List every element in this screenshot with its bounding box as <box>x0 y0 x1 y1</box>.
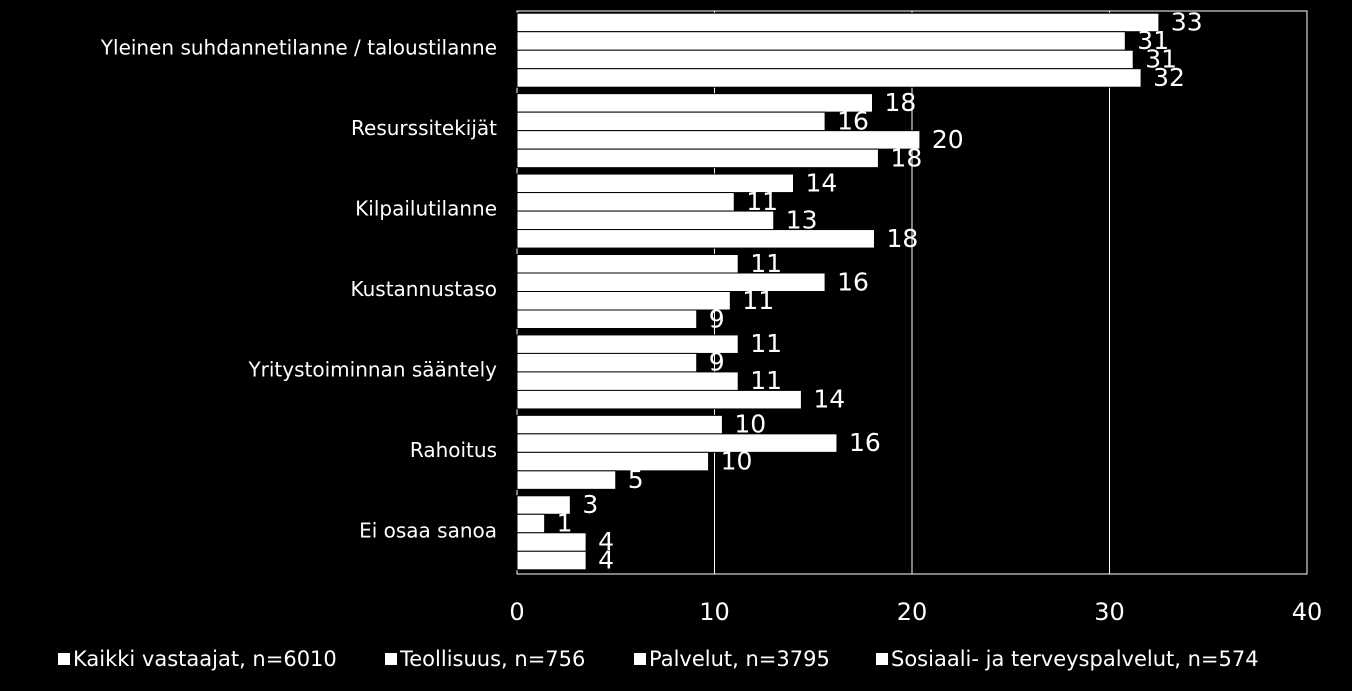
category-label: Kustannustaso <box>350 277 497 301</box>
data-label: 14 <box>806 168 838 197</box>
data-label: 9 <box>709 348 725 377</box>
x-tick-label: 0 <box>509 598 524 626</box>
bar <box>516 254 739 274</box>
category-label: Rahoitus <box>410 438 497 462</box>
data-label: 16 <box>849 428 881 457</box>
bar <box>516 111 826 132</box>
category-label: Ei osaa sanoa <box>359 518 497 542</box>
legend-entry: Palvelut, n=3795 <box>649 647 830 671</box>
bar <box>516 192 735 212</box>
data-label: 31 <box>1137 26 1169 55</box>
bar <box>516 229 875 249</box>
legend-swatch <box>634 653 646 665</box>
category-label: Kilpailutilanne <box>355 197 497 221</box>
data-label: 32 <box>1153 63 1185 92</box>
legend-swatch <box>385 653 397 665</box>
bar <box>516 371 739 391</box>
bar <box>516 210 775 231</box>
bar <box>516 451 710 472</box>
x-tick-label: 20 <box>897 598 928 626</box>
bar <box>516 12 1160 33</box>
bar <box>516 68 1142 88</box>
data-label: 9 <box>709 304 725 333</box>
data-label: 18 <box>886 224 918 253</box>
data-label: 14 <box>813 385 845 414</box>
legend-entry: Sosiaali- ja terveyspalvelut, n=574 <box>891 647 1259 671</box>
bar <box>516 334 739 354</box>
data-label: 3 <box>582 490 598 519</box>
data-label: 18 <box>890 143 922 172</box>
data-label: 4 <box>598 527 614 556</box>
bar <box>516 389 802 410</box>
data-label: 1 <box>557 509 573 538</box>
bar <box>516 470 617 490</box>
bar <box>516 309 698 329</box>
bar <box>516 291 731 311</box>
data-label: 5 <box>628 465 644 494</box>
x-tick-label: 10 <box>699 598 730 626</box>
legend-entry: Teollisuus, n=756 <box>399 647 585 671</box>
data-label: 4 <box>598 546 614 575</box>
bar <box>516 352 698 373</box>
legend-swatch <box>58 653 70 665</box>
bar <box>516 513 546 534</box>
bar <box>516 93 873 113</box>
data-label: 20 <box>932 125 964 154</box>
category-label: Yritystoiminnan sääntely <box>247 357 497 381</box>
bar <box>516 49 1134 70</box>
bar <box>516 550 587 571</box>
legend-swatch <box>876 653 888 665</box>
bar <box>516 532 587 552</box>
bar <box>516 414 723 435</box>
legend-entry: Kaikki vastaajat, n=6010 <box>73 647 337 671</box>
data-label: 31 <box>1145 44 1177 73</box>
data-label: 10 <box>721 447 753 476</box>
category-label: Yleinen suhdannetilanne / taloustilanne <box>100 36 497 60</box>
bar <box>516 148 879 169</box>
data-label: 11 <box>750 329 782 358</box>
bar <box>516 130 921 150</box>
data-label: 33 <box>1171 7 1203 36</box>
data-label: 11 <box>742 286 774 315</box>
category-label: Resurssitekijät <box>351 116 497 140</box>
x-tick-label: 40 <box>1292 598 1323 626</box>
bar <box>516 31 1126 51</box>
bar <box>516 433 838 453</box>
data-label: 18 <box>885 88 917 117</box>
bar <box>516 272 826 292</box>
data-label: 16 <box>837 267 869 296</box>
x-tick-label: 30 <box>1094 598 1125 626</box>
